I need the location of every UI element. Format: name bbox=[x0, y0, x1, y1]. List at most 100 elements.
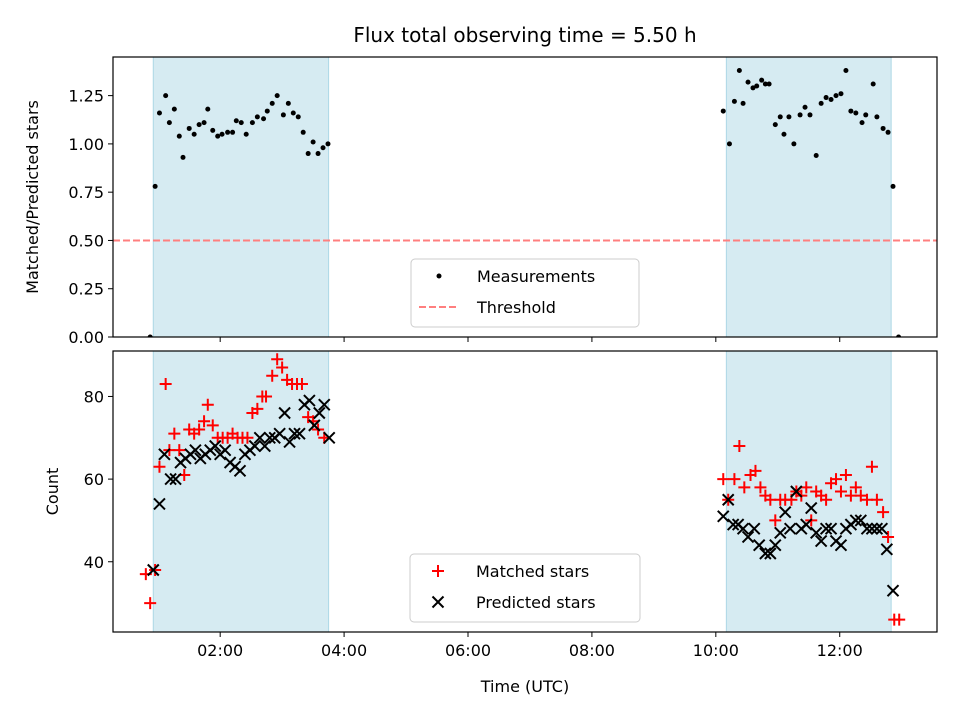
point-measurements-7 bbox=[176, 133, 182, 139]
point-measurements-13 bbox=[205, 106, 211, 112]
point-matched-stars-67 bbox=[865, 460, 878, 473]
y-tick-label-3: 80 bbox=[84, 387, 104, 406]
point-measurements-36 bbox=[320, 145, 326, 151]
point-measurements-41 bbox=[736, 68, 742, 74]
point-predicted-stars-45 bbox=[759, 547, 772, 560]
point-measurements-73 bbox=[896, 334, 902, 337]
point-matched-stars-64 bbox=[849, 481, 862, 494]
point-measurements-31 bbox=[295, 114, 301, 120]
x-tick-label-5: 10:00 bbox=[693, 641, 739, 660]
point-predicted-stars-48 bbox=[774, 526, 787, 540]
point-matched-stars-72 bbox=[893, 613, 906, 626]
observing-window-1 bbox=[152, 351, 330, 632]
x-tick-label-3: 06:00 bbox=[445, 641, 491, 660]
point-predicted-stars-18 bbox=[233, 464, 247, 478]
point-predicted-stars-38 bbox=[722, 493, 735, 506]
legend-marker-1 bbox=[436, 273, 442, 279]
point-measurements-8 bbox=[180, 154, 186, 160]
point-predicted-stars-54 bbox=[805, 501, 818, 515]
point-measurements-71 bbox=[885, 129, 891, 135]
point-measurements-28 bbox=[280, 112, 286, 118]
point-measurements-68 bbox=[870, 81, 876, 87]
point-measurements-46 bbox=[759, 77, 765, 83]
point-measurements-21 bbox=[243, 131, 249, 137]
point-predicted-stars-51 bbox=[790, 485, 803, 498]
point-predicted-stars-27 bbox=[278, 406, 291, 420]
point-measurements-59 bbox=[823, 95, 829, 101]
legend-marker-1 bbox=[432, 565, 444, 577]
point-matched-stars-58 bbox=[820, 493, 833, 506]
point-measurements-49 bbox=[772, 122, 778, 128]
point-matched-stars-65 bbox=[854, 489, 867, 502]
point-matched-stars-38 bbox=[717, 473, 730, 486]
point-matched-stars-61 bbox=[834, 485, 847, 498]
point-matched-stars-27 bbox=[266, 369, 279, 382]
point-predicted-stars-5 bbox=[169, 472, 182, 486]
point-measurements-47 bbox=[762, 81, 768, 87]
point-predicted-stars-70 bbox=[886, 584, 900, 597]
point-predicted-stars-2 bbox=[153, 497, 166, 511]
legend-label-2: Threshold bbox=[476, 298, 556, 317]
point-matched-stars-2 bbox=[144, 597, 157, 610]
point-measurements-62 bbox=[838, 91, 844, 97]
axes-frame bbox=[112, 56, 938, 338]
legend-label-1: Measurements bbox=[477, 267, 595, 286]
point-predicted-stars-46 bbox=[764, 547, 777, 560]
series-predicted-stars bbox=[147, 394, 900, 597]
point-predicted-stars-67 bbox=[870, 522, 884, 535]
point-matched-stars-48 bbox=[769, 514, 782, 527]
point-measurements-26 bbox=[269, 100, 275, 106]
point-predicted-stars-60 bbox=[834, 539, 848, 552]
point-predicted-stars-13 bbox=[209, 439, 222, 453]
point-predicted-stars-34 bbox=[313, 406, 326, 420]
point-measurements-10 bbox=[191, 131, 197, 137]
point-measurements-53 bbox=[791, 141, 797, 147]
point-predicted-stars-41 bbox=[736, 522, 750, 535]
point-predicted-stars-69 bbox=[880, 543, 894, 556]
point-matched-stars-44 bbox=[749, 464, 762, 477]
point-predicted-stars-44 bbox=[752, 539, 766, 552]
observing-window-1 bbox=[152, 57, 330, 337]
point-matched-stars-7 bbox=[168, 427, 181, 440]
point-predicted-stars-15 bbox=[218, 443, 232, 457]
y-axis-label: Count bbox=[43, 468, 62, 516]
point-measurements-37 bbox=[325, 141, 331, 147]
point-measurements-29 bbox=[285, 100, 291, 106]
point-measurements-24 bbox=[261, 116, 267, 122]
point-predicted-stars-47 bbox=[769, 539, 782, 552]
point-measurements-72 bbox=[890, 183, 896, 189]
point-measurements-67 bbox=[863, 112, 869, 118]
point-predicted-stars-37 bbox=[717, 510, 730, 523]
point-predicted-stars-26 bbox=[273, 427, 286, 440]
point-matched-stars-29 bbox=[276, 361, 289, 374]
point-matched-stars-40 bbox=[728, 473, 741, 486]
point-predicted-stars-33 bbox=[308, 419, 321, 432]
point-matched-stars-42 bbox=[738, 481, 751, 494]
y-tick-label-1: 40 bbox=[84, 553, 104, 572]
y-tick-label-6: 1.25 bbox=[68, 87, 104, 106]
point-matched-stars-15 bbox=[206, 419, 219, 432]
y-axis-label: Matched/Predicted stars bbox=[23, 100, 42, 294]
y-tick-label-3: 0.50 bbox=[68, 231, 104, 250]
point-measurements-70 bbox=[880, 125, 886, 131]
point-predicted-stars-1 bbox=[147, 563, 160, 577]
point-measurements-9 bbox=[186, 125, 192, 131]
point-matched-stars-33 bbox=[295, 378, 308, 391]
point-predicted-stars-50 bbox=[783, 522, 797, 535]
bottom-panel: 40 60 80 02:00 04:00 06:00 08:00 10:00 12:00 Coun… bbox=[43, 350, 938, 696]
point-matched-stars-8 bbox=[173, 444, 186, 457]
point-predicted-stars-42 bbox=[741, 530, 755, 544]
point-measurements-16 bbox=[219, 131, 225, 137]
series-measurements bbox=[147, 68, 902, 337]
point-measurements-44 bbox=[750, 85, 756, 91]
series-matched-stars bbox=[139, 353, 906, 626]
point-matched-stars-28 bbox=[271, 353, 284, 366]
point-predicted-stars-57 bbox=[819, 522, 833, 535]
observing-window-2 bbox=[725, 351, 892, 632]
top-panel: 0.00 0.25 0.50 0.75 1.00 1.25 Matched/Predicte… bbox=[23, 56, 938, 347]
legend-marker-2 bbox=[431, 595, 445, 609]
point-matched-stars-60 bbox=[830, 473, 843, 486]
point-matched-stars-24 bbox=[251, 402, 264, 415]
point-predicted-stars-28 bbox=[283, 435, 296, 449]
legend-label-2: Predicted stars bbox=[476, 593, 596, 612]
